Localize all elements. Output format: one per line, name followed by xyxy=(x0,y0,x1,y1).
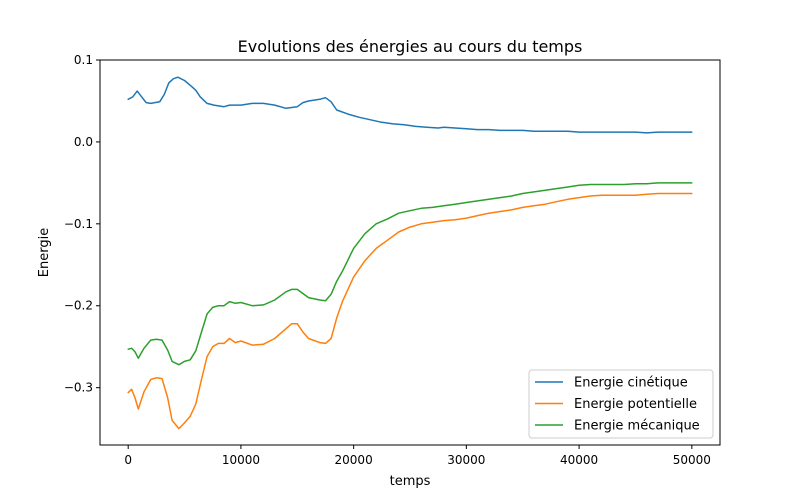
x-tick-label: 30000 xyxy=(447,453,485,467)
y-axis: 0.1 0.0 −0.1 −0.2 −0.3 xyxy=(64,53,100,395)
x-tick-label: 0 xyxy=(124,453,132,467)
x-tick-label: 20000 xyxy=(335,453,373,467)
y-tick-label: −0.3 xyxy=(64,381,93,395)
legend-label: Energie cinétique xyxy=(574,376,688,391)
plot-frame xyxy=(99,59,721,446)
y-tick-label: 0.1 xyxy=(74,53,93,67)
chart-title: Evolutions des énergies au cours du temp… xyxy=(238,37,583,56)
x-tick-label: 50000 xyxy=(673,453,711,467)
series-line-3 xyxy=(127,182,693,366)
x-axis: 0 10000 20000 30000 40000 50000 xyxy=(124,445,711,467)
y-tick-label: −0.2 xyxy=(64,299,93,313)
y-tick-label: 0.0 xyxy=(74,135,93,149)
series-line-1 xyxy=(127,76,693,134)
legend-label: Energie potentielle xyxy=(574,397,697,412)
x-tick-label: 10000 xyxy=(222,453,260,467)
x-axis-label: temps xyxy=(390,474,431,489)
x-tick-label: 40000 xyxy=(560,453,598,467)
y-tick-label: −0.1 xyxy=(64,217,93,231)
y-axis-label: Energie xyxy=(37,228,52,277)
legend: Energie cinétique Energie potentielle Ener… xyxy=(528,369,714,439)
plot-lines xyxy=(127,76,693,430)
legend-label: Energie mécanique xyxy=(574,419,700,434)
legend-box xyxy=(528,369,714,439)
series-line-2 xyxy=(127,192,693,430)
